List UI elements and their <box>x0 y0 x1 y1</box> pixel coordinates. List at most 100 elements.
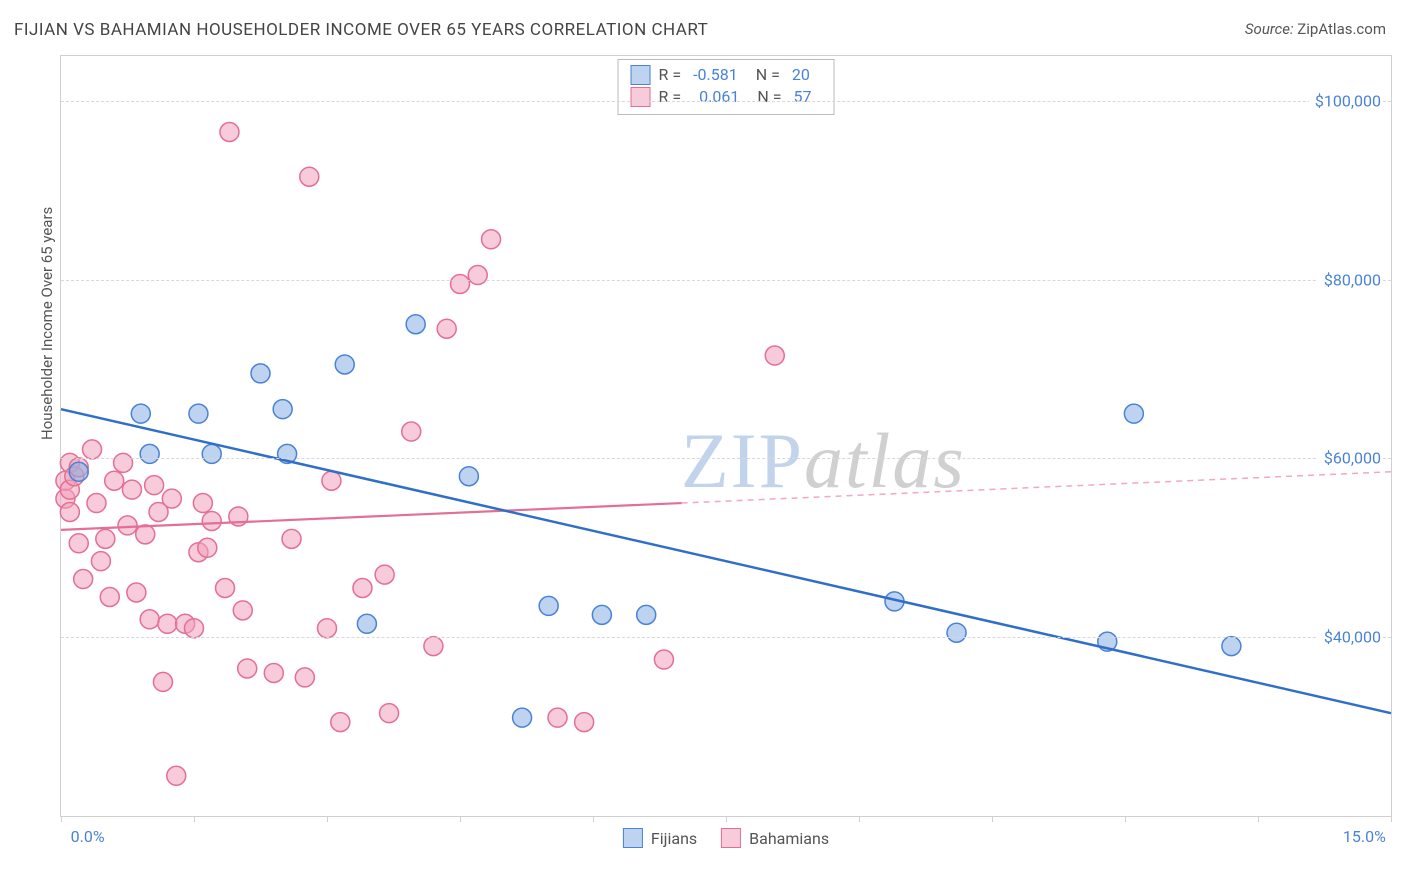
point-fijians <box>335 355 354 374</box>
point-bahamians <box>233 601 252 620</box>
y-axis-label: Householder Income Over 65 years <box>38 207 56 440</box>
legend-item-bahamians: Bahamians <box>721 828 829 848</box>
point-bahamians <box>331 713 350 732</box>
legend-swatch-fijians <box>623 828 643 848</box>
point-bahamians <box>193 494 212 513</box>
point-fijians <box>1222 637 1241 656</box>
y-tick-label: $80,000 <box>1318 270 1381 289</box>
point-bahamians <box>575 713 594 732</box>
point-bahamians <box>468 266 487 285</box>
point-bahamians <box>83 440 102 459</box>
point-bahamians <box>100 587 119 606</box>
point-bahamians <box>153 672 172 691</box>
point-bahamians <box>402 422 421 441</box>
legend-label-fijians: Fijians <box>651 829 697 848</box>
point-fijians <box>273 400 292 419</box>
point-bahamians <box>136 525 155 544</box>
x-tick-mark <box>460 816 461 822</box>
x-axis-end-label: 15.0% <box>1343 827 1386 846</box>
x-tick-mark <box>1391 816 1392 822</box>
y-tick-label: $60,000 <box>1318 449 1381 468</box>
gridline <box>61 637 1391 638</box>
point-bahamians <box>300 167 319 186</box>
point-bahamians <box>167 766 186 785</box>
x-tick-mark <box>61 816 62 822</box>
x-tick-mark <box>327 816 328 822</box>
series-legend: Fijians Bahamians <box>623 828 829 848</box>
x-axis-start-label: 0.0% <box>71 827 105 846</box>
x-tick-mark <box>1125 816 1126 822</box>
x-tick-mark <box>194 816 195 822</box>
point-bahamians <box>424 637 443 656</box>
legend-swatch-bahamians <box>721 828 741 848</box>
point-bahamians <box>198 538 217 557</box>
point-fijians <box>406 315 425 334</box>
point-bahamians <box>202 511 221 530</box>
point-bahamians <box>96 529 115 548</box>
point-bahamians <box>353 579 372 598</box>
trend-line <box>682 472 1391 503</box>
point-fijians <box>459 467 478 486</box>
gridline <box>61 101 1391 102</box>
scatter-chart: ZIPatlas R = -0.581 N = 20 R = 0.061 N =… <box>60 55 1392 817</box>
point-bahamians <box>322 471 341 490</box>
point-bahamians <box>282 529 301 548</box>
point-bahamians <box>105 471 124 490</box>
point-bahamians <box>162 489 181 508</box>
point-fijians <box>592 605 611 624</box>
point-bahamians <box>318 619 337 638</box>
source-label: Source: <box>1245 20 1294 38</box>
point-bahamians <box>220 123 239 142</box>
point-fijians <box>251 364 270 383</box>
point-bahamians <box>69 534 88 553</box>
source-name: ZipAtlas.com <box>1297 20 1386 38</box>
point-bahamians <box>145 476 164 495</box>
point-bahamians <box>118 516 137 535</box>
x-tick-mark <box>593 816 594 822</box>
gridline <box>61 280 1391 281</box>
point-bahamians <box>60 503 79 522</box>
x-tick-mark <box>1258 816 1259 822</box>
chart-title: FIJIAN VS BAHAMIAN HOUSEHOLDER INCOME OV… <box>14 20 708 40</box>
point-fijians <box>947 623 966 642</box>
x-tick-mark <box>726 816 727 822</box>
point-bahamians <box>158 614 177 633</box>
point-fijians <box>140 444 159 463</box>
point-bahamians <box>114 453 133 472</box>
x-tick-mark <box>859 816 860 822</box>
point-bahamians <box>295 668 314 687</box>
root: FIJIAN VS BAHAMIAN HOUSEHOLDER INCOME OV… <box>0 0 1406 892</box>
point-fijians <box>131 404 150 423</box>
point-bahamians <box>654 650 673 669</box>
point-bahamians <box>238 659 257 678</box>
legend-label-bahamians: Bahamians <box>749 829 829 848</box>
point-fijians <box>1124 404 1143 423</box>
legend-item-fijians: Fijians <box>623 828 697 848</box>
point-fijians <box>513 708 532 727</box>
point-fijians <box>357 614 376 633</box>
point-fijians <box>202 444 221 463</box>
x-tick-mark <box>992 816 993 822</box>
chart-svg <box>61 56 1391 816</box>
point-bahamians <box>185 619 204 638</box>
gridline <box>61 458 1391 459</box>
point-fijians <box>189 404 208 423</box>
point-bahamians <box>91 552 110 571</box>
point-bahamians <box>548 708 567 727</box>
point-bahamians <box>451 275 470 294</box>
point-fijians <box>637 605 656 624</box>
point-bahamians <box>264 663 283 682</box>
point-bahamians <box>127 583 146 602</box>
point-bahamians <box>122 480 141 499</box>
point-bahamians <box>437 319 456 338</box>
point-bahamians <box>380 704 399 723</box>
point-bahamians <box>74 570 93 589</box>
point-bahamians <box>216 579 235 598</box>
point-fijians <box>539 596 558 615</box>
point-bahamians <box>482 230 501 249</box>
point-bahamians <box>140 610 159 629</box>
point-bahamians <box>375 565 394 584</box>
trend-line <box>61 409 1391 713</box>
y-tick-label: $100,000 <box>1309 91 1381 110</box>
point-fijians <box>69 462 88 481</box>
